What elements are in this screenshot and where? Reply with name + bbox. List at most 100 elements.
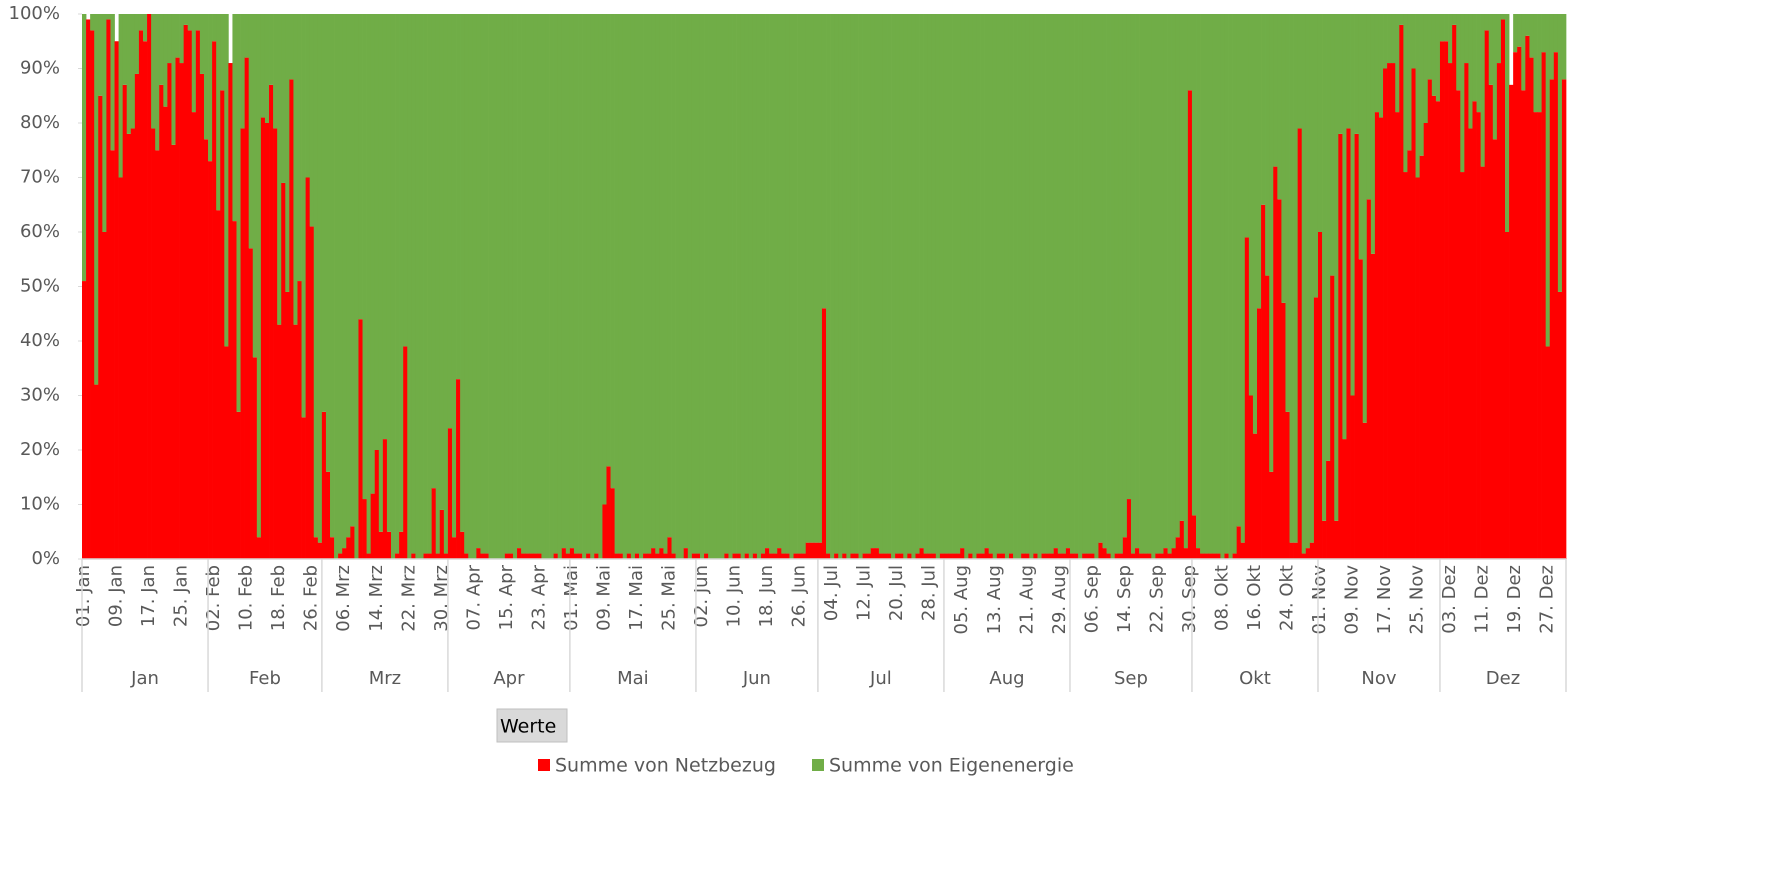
- bar-segment: [447, 14, 453, 429]
- bar-segment: [1330, 14, 1335, 276]
- bar-segment: [423, 14, 428, 554]
- bar-segment: [1301, 553, 1307, 559]
- bar-segment: [1090, 553, 1095, 559]
- bar-segment: [1045, 553, 1050, 559]
- bar-segment: [236, 14, 241, 412]
- bar-segment: [1492, 14, 1498, 140]
- bar-segment: [821, 14, 827, 309]
- bar-segment: [94, 14, 99, 385]
- bar-segment: [1346, 14, 1351, 129]
- bar-segment: [862, 553, 868, 559]
- bar-segment: [773, 14, 778, 554]
- bar-segment: [1533, 112, 1538, 559]
- bar-segment: [285, 291, 290, 559]
- bar-segment: [948, 14, 953, 554]
- bar-segment: [781, 553, 786, 559]
- bar-segment: [1513, 52, 1518, 560]
- bar-segment: [1041, 553, 1046, 559]
- group-label: Aug: [989, 668, 1024, 689]
- bar-segment: [1529, 14, 1534, 58]
- bar-segment: [1191, 14, 1197, 516]
- bar-segment: [785, 14, 790, 554]
- bar-segment: [984, 548, 990, 559]
- bar-segment: [801, 14, 807, 554]
- bar-segment: [850, 553, 855, 559]
- bar-segment: [325, 14, 331, 472]
- bar-segment: [1366, 199, 1372, 560]
- bar-segment: [1204, 553, 1209, 559]
- bar-segment: [1208, 14, 1213, 554]
- bar-segment: [305, 177, 311, 559]
- bar-segment: [220, 14, 225, 91]
- bar-segment: [248, 248, 254, 559]
- bar-segment: [1456, 90, 1461, 560]
- bar-segment: [781, 14, 786, 554]
- bar-segment: [1171, 14, 1177, 549]
- bar-segment: [1220, 14, 1225, 559]
- bar-segment: [195, 14, 201, 31]
- bar-segment: [134, 73, 140, 559]
- bar-segment: [618, 14, 624, 554]
- bar-segment: [1033, 14, 1038, 554]
- x-tick-label: 10. Jun: [724, 565, 745, 627]
- bar-segment: [813, 14, 819, 543]
- bar-segment: [549, 14, 554, 559]
- field-button[interactable]: [496, 708, 568, 743]
- bar-segment: [744, 14, 750, 554]
- bar-segment: [882, 553, 888, 559]
- bar-segment: [533, 14, 538, 554]
- bar-segment: [419, 14, 424, 559]
- bar-segment: [882, 14, 888, 554]
- bar-segment: [728, 14, 733, 559]
- bar-segment: [622, 14, 628, 559]
- bar-segment: [313, 14, 319, 538]
- bar-segment: [1053, 14, 1059, 549]
- bar-segment: [1305, 14, 1311, 549]
- bar-segment: [541, 14, 546, 559]
- bar-segment: [1033, 553, 1038, 559]
- bar-segment: [878, 14, 884, 554]
- bar-segment: [915, 14, 920, 554]
- bar-segment: [1322, 520, 1327, 559]
- bar-segment: [1350, 14, 1355, 396]
- bar-segment: [1106, 14, 1111, 554]
- bar-segment: [1387, 63, 1392, 560]
- bar-segment: [1549, 14, 1555, 80]
- bar-segment: [1456, 14, 1461, 91]
- bar-segment: [907, 553, 912, 559]
- bar-segment: [399, 14, 404, 532]
- bar-segment: [82, 14, 87, 282]
- bar-segment: [1074, 14, 1079, 554]
- bar-segment: [980, 14, 985, 554]
- bar-segment: [386, 531, 392, 559]
- bar-segment: [199, 73, 205, 559]
- bar-segment: [191, 112, 197, 559]
- bar-segment: [943, 553, 949, 559]
- bar-segment: [1407, 14, 1412, 151]
- bar-segment: [175, 57, 180, 559]
- bar-segment: [183, 14, 189, 25]
- bar-segment: [980, 553, 985, 559]
- bar-segment: [899, 553, 904, 559]
- bar-segment: [785, 553, 790, 559]
- y-tick-label: 60%: [20, 221, 60, 242]
- bar-segment: [1021, 553, 1026, 559]
- bar-segment: [358, 319, 363, 559]
- bar-segment: [94, 384, 99, 559]
- bar-segment: [224, 14, 229, 347]
- bar-segment: [1537, 14, 1542, 113]
- x-tick-label: 25. Jan: [171, 565, 192, 627]
- bar-segment: [919, 14, 924, 549]
- bar-segment: [456, 379, 461, 559]
- bar-segment: [834, 553, 839, 559]
- bar-segment: [142, 41, 148, 559]
- bar-segment: [626, 553, 632, 559]
- bar-segment: [1407, 150, 1412, 559]
- bar-segment: [179, 63, 184, 560]
- bar-segment: [1500, 19, 1506, 559]
- group-label: Nov: [1361, 668, 1396, 689]
- bar-segment: [1082, 553, 1087, 559]
- bar-segment: [1013, 14, 1018, 559]
- field-button-label[interactable]: Werte: [500, 716, 556, 738]
- x-tick-label: 09. Jan: [106, 565, 127, 627]
